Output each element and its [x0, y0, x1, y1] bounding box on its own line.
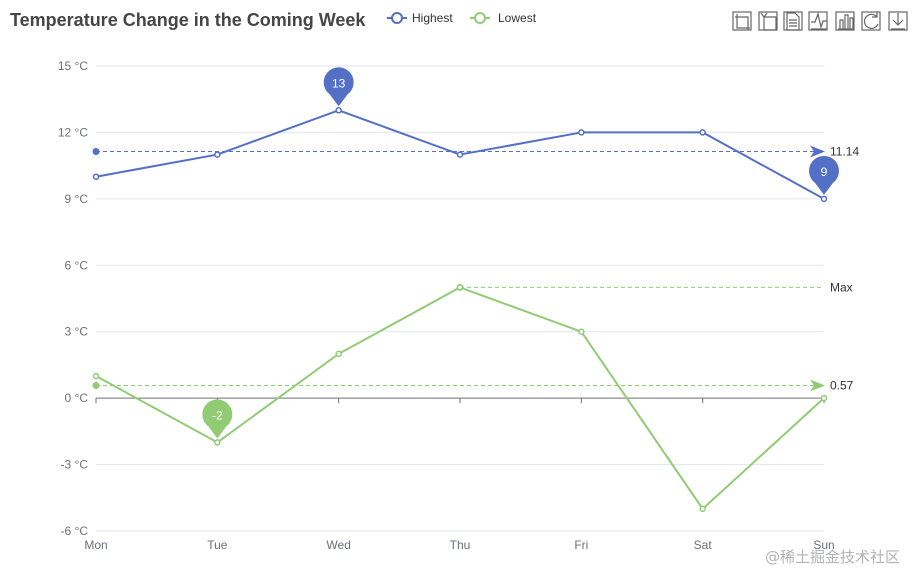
y-tick-label: 0 °C	[65, 391, 89, 405]
data-point	[578, 328, 585, 335]
legend-item-highest[interactable]: Highest	[387, 11, 453, 25]
zoom-reset-icon[interactable]	[758, 11, 778, 31]
mark-point-label: 13	[332, 76, 346, 90]
toolbox	[732, 11, 908, 31]
mark-point-label: 9	[821, 165, 828, 179]
data-point	[335, 350, 342, 358]
x-tick-label: Wed	[326, 538, 350, 552]
bar-chart-icon[interactable]	[835, 11, 855, 31]
y-tick-label: -6 °C	[61, 524, 89, 538]
y-tick-label: -3 °C	[61, 458, 89, 472]
average-line-start-dot	[92, 147, 100, 155]
data-point	[92, 372, 100, 380]
mark-point-pin	[323, 67, 354, 107]
series-lines	[92, 107, 828, 513]
data-point	[699, 129, 706, 136]
max-line-label: Max	[830, 280, 853, 294]
data-point	[699, 505, 706, 513]
x-tick-label: Tue	[207, 538, 228, 552]
watermark: @稀土掘金技术社区	[764, 548, 900, 566]
average-line-label: 0.57	[830, 379, 854, 393]
x-tick-label: Sun	[813, 538, 834, 552]
average-line-arrow	[810, 379, 825, 392]
mark-point-pin	[809, 155, 839, 195]
data-point	[456, 284, 464, 291]
y-tick-label: 3 °C	[65, 325, 89, 339]
restore-icon[interactable]	[861, 11, 881, 31]
data-point	[820, 195, 828, 203]
x-tick-label: Sat	[694, 538, 713, 552]
y-tick-label: 9 °C	[65, 192, 89, 206]
zoom-icon[interactable]	[732, 11, 752, 31]
data-point	[92, 173, 100, 180]
x-tick-label: Thu	[450, 538, 471, 552]
x-tick-label: Mon	[84, 538, 107, 552]
average-line-label: 11.14	[830, 144, 859, 158]
mark-lines: 11.14 0.57 Max	[92, 144, 859, 393]
legend-label-highest: Highest	[412, 11, 453, 25]
data-point	[214, 151, 221, 158]
y-tick-label: 12 °C	[58, 125, 88, 139]
mark-point-label: -2	[212, 408, 223, 422]
grid-lines	[96, 65, 824, 532]
average-line-start-dot	[92, 382, 100, 390]
data-point	[578, 129, 585, 136]
mark-point-pin	[202, 399, 233, 439]
data-point	[820, 394, 828, 402]
legend-item-lowest[interactable]: Lowest	[470, 11, 537, 25]
y-tick-label: 6 °C	[65, 258, 89, 272]
data-point	[456, 151, 464, 158]
chart-title: Temperature Change in the Coming Week	[10, 10, 366, 30]
save-image-icon[interactable]	[888, 11, 908, 31]
average-line-arrow	[810, 145, 825, 158]
legend: Highest Lowest	[387, 11, 537, 25]
data-point	[214, 439, 221, 446]
x-tick-label: Fri	[574, 538, 588, 552]
line-chart-icon[interactable]	[808, 11, 828, 31]
data-point	[335, 107, 342, 114]
legend-label-lowest: Lowest	[498, 11, 537, 25]
mark-points: 13 9 -2	[202, 67, 839, 439]
data-view-icon[interactable]	[783, 11, 803, 31]
y-tick-label: 15 °C	[58, 59, 88, 73]
